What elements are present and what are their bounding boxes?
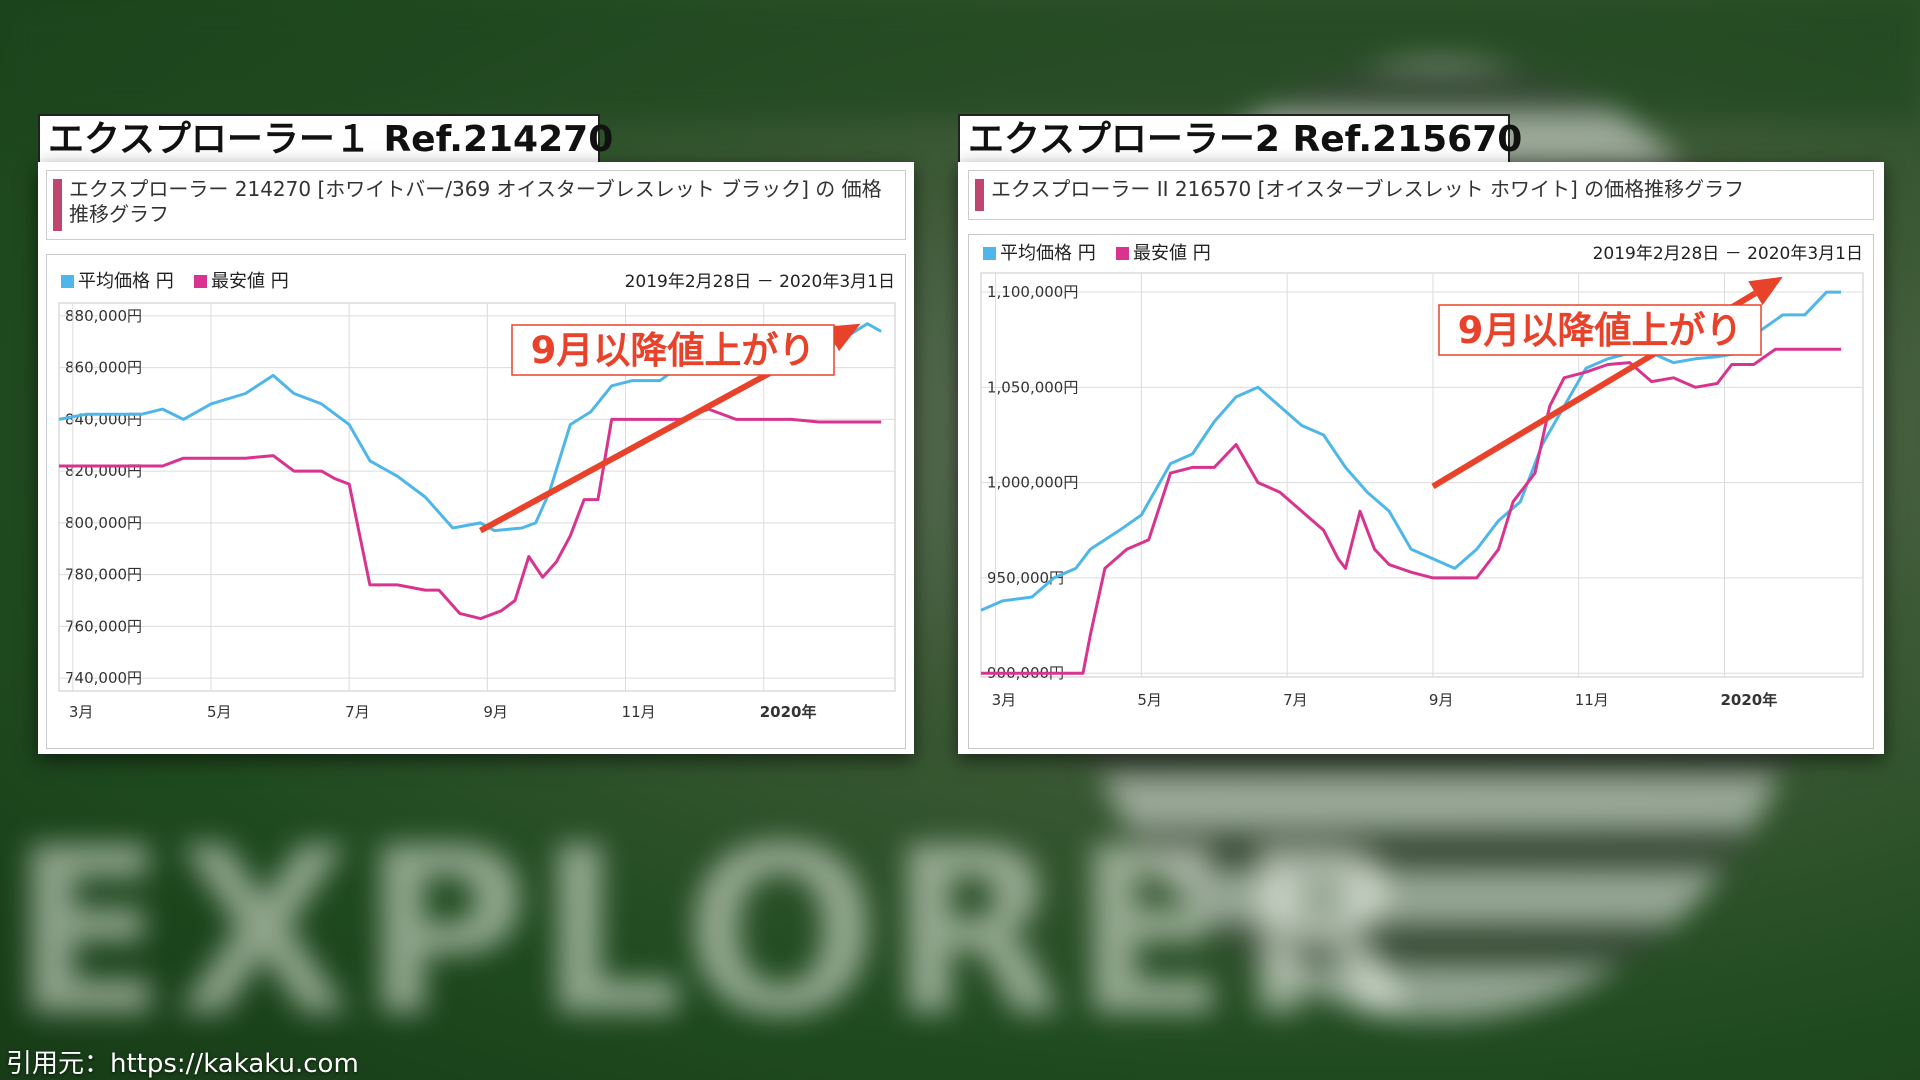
- x-tick-label: 5月: [1137, 691, 1162, 709]
- annotation-text: 9月以降値上がり: [531, 329, 816, 372]
- x-tick-label: 9月: [1429, 691, 1454, 709]
- legend-label: 最安値 円: [211, 271, 289, 292]
- x-tick-label: 7月: [1283, 691, 1308, 709]
- trend-arrow-head: [1748, 276, 1783, 306]
- x-tick-label: 9月: [483, 703, 508, 721]
- source-credit: 引用元：https://kakaku.com: [6, 1049, 359, 1079]
- legend-label: 平均価格 円: [78, 271, 174, 292]
- x-tick-label: 11月: [622, 703, 656, 721]
- chart1-frame: 880,000円 860,000円 840,000円 820,000円 800,000円…: [46, 254, 906, 749]
- legend-swatch: [194, 275, 207, 288]
- chart2-card: エクスプローラー II 216570 [オイスターブレスレット ホワイト] の価…: [958, 162, 1884, 754]
- legend-swatch: [61, 275, 74, 288]
- chart1-card: エクスプローラー 214270 [ホワイトバー/369 オイスターブレスレット …: [38, 162, 914, 754]
- y-tick-label: 740,000円: [65, 669, 142, 687]
- chart2-title: エクスプローラー II 216570 [オイスターブレスレット ホワイト] の価…: [968, 170, 1874, 220]
- legend-swatch: [983, 247, 996, 260]
- x-tick-label: 2020年: [1721, 691, 1778, 709]
- chart1-title-text: エクスプローラー 214270 [ホワイトバー/369 オイスターブレスレット …: [69, 177, 882, 226]
- date-range: 2019年2月28日 － 2020年3月1日: [1593, 244, 1863, 264]
- annotation-box: [511, 324, 835, 376]
- series-line-lowest-price: [981, 347, 1842, 675]
- x-tick-label: 2020年: [760, 703, 817, 721]
- chart1-svg: 880,000円860,000円840,000円820,000円800,000円…: [58, 271, 896, 721]
- y-tick-label: 950,000円: [987, 569, 1064, 587]
- x-tick-label: 3月: [992, 691, 1017, 709]
- date-range: 2019年2月28日 － 2020年3月1日: [625, 272, 895, 292]
- legend-swatch: [1116, 247, 1129, 260]
- y-tick-label: 1,000,000円: [987, 474, 1078, 492]
- annotation-box: [1438, 304, 1762, 356]
- y-tick-label: 780,000円: [65, 566, 142, 584]
- y-tick-label: 860,000円: [65, 359, 142, 377]
- x-tick-label: 5月: [207, 703, 232, 721]
- y-tick-label: 760,000円: [65, 617, 142, 635]
- legend-label: 平均価格 円: [1000, 243, 1096, 264]
- chart1-heading: エクスプローラー１ Ref.214270: [38, 114, 613, 164]
- series-line-average-price: [980, 290, 1842, 612]
- chart2-svg: 1,100,000円1,050,000円1,000,000円950,000円90…: [980, 243, 1864, 709]
- chart2-heading: エクスプローラー2 Ref.215670: [958, 114, 1522, 164]
- y-tick-label: 1,050,000円: [987, 378, 1078, 396]
- y-tick-label: 1,100,000円: [987, 283, 1078, 301]
- y-tick-label: 800,000円: [65, 514, 142, 532]
- y-tick-label: 880,000円: [65, 307, 142, 325]
- chart2-frame: 1,100,000円 1,050,000円 1,000,000円 950,000円 90…: [968, 234, 1874, 749]
- annotation-text: 9月以降値上がり: [1458, 309, 1743, 352]
- x-tick-label: 11月: [1575, 691, 1609, 709]
- chart1-title: エクスプローラー 214270 [ホワイトバー/369 オイスターブレスレット …: [46, 170, 906, 240]
- legend-label: 最安値 円: [1133, 243, 1211, 264]
- x-tick-label: 7月: [345, 703, 370, 721]
- chart2-title-text: エクスプローラー II 216570 [オイスターブレスレット ホワイト] の価…: [991, 177, 1745, 201]
- x-tick-label: 3月: [69, 703, 94, 721]
